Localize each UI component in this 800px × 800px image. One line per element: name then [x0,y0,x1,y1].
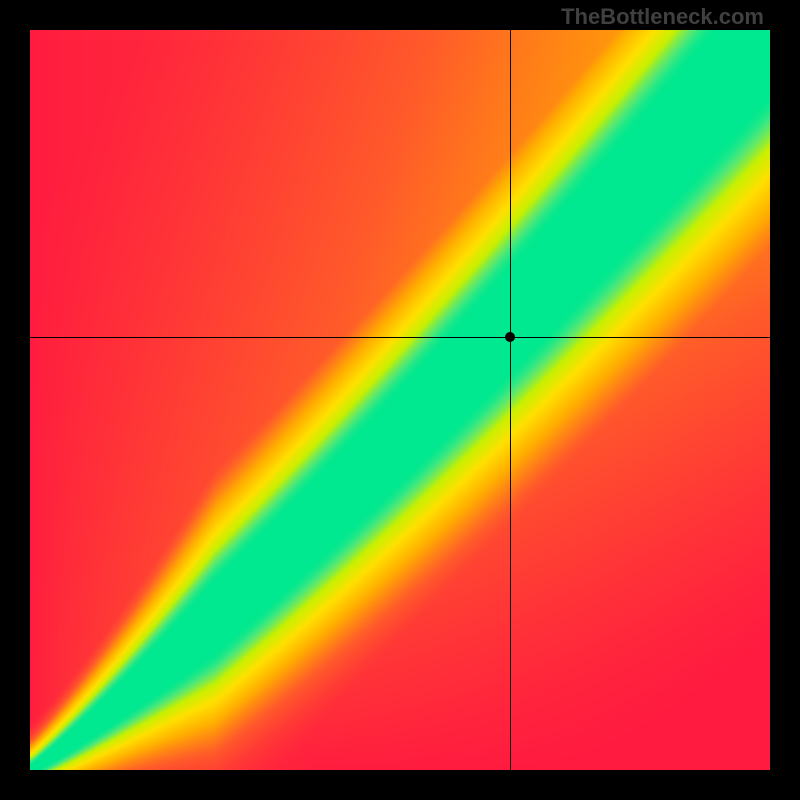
watermark: TheBottleneck.com [561,4,764,30]
marker-dot [505,332,515,342]
crosshair-vertical [510,30,511,770]
crosshair-horizontal [30,337,770,338]
heatmap-canvas [30,30,770,770]
heatmap-plot [30,30,770,770]
